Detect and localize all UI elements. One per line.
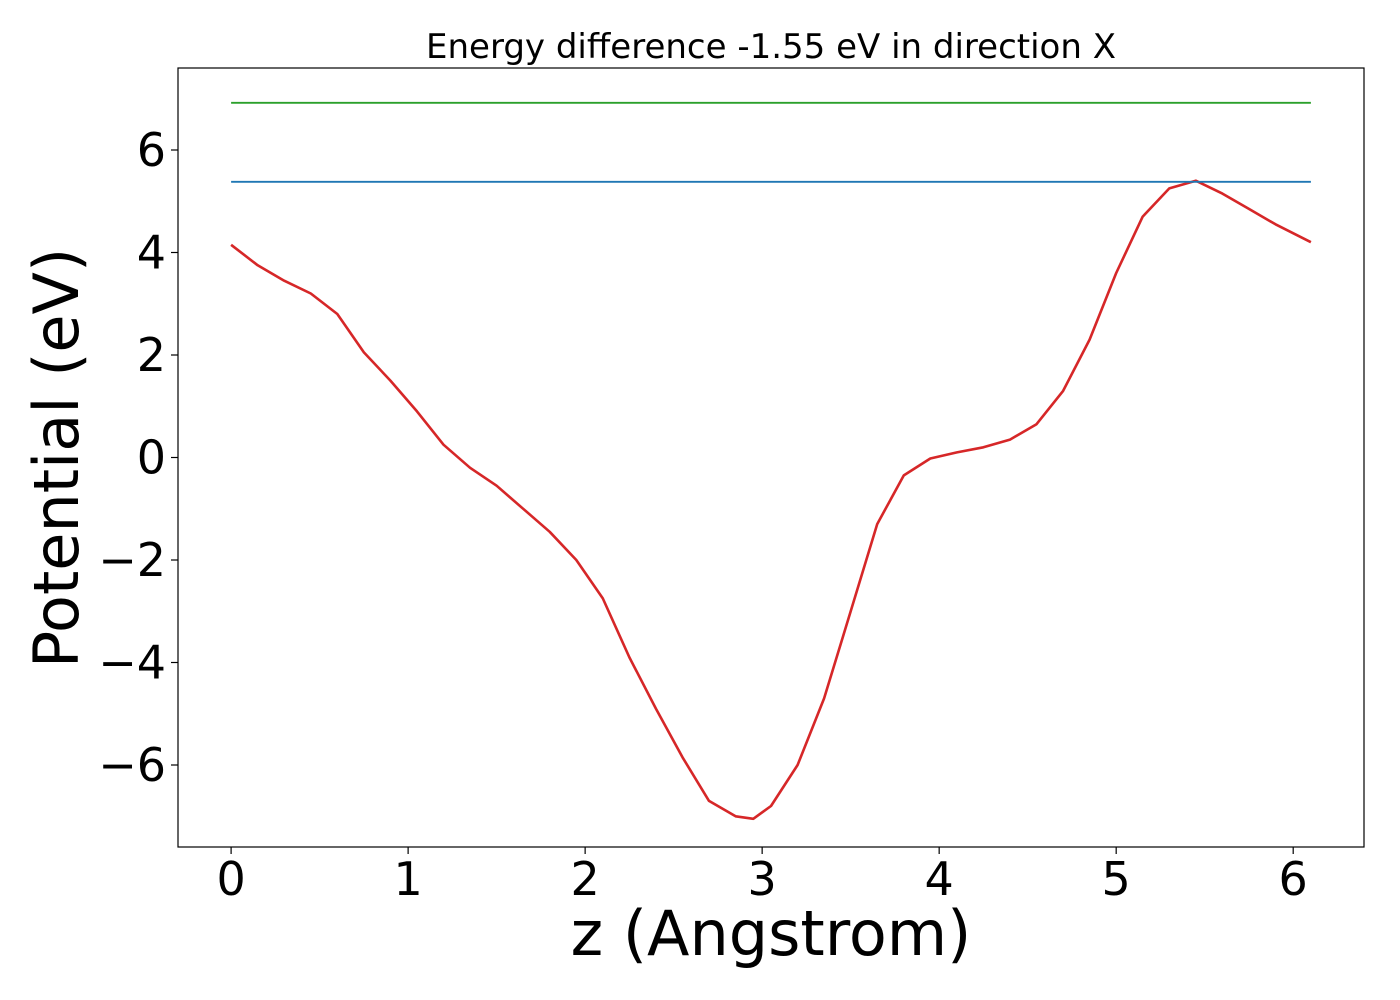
y-tick-label: −4 <box>98 636 166 690</box>
chart-title: Energy difference -1.55 eV in direction … <box>426 27 1116 67</box>
x-tick-label: 0 <box>216 852 245 906</box>
x-tick-label: 1 <box>393 852 422 906</box>
series-layer <box>230 101 1312 821</box>
x-tick-label: 6 <box>1279 852 1308 906</box>
x-tick-label: 2 <box>570 852 599 906</box>
y-tick-label: 6 <box>137 123 166 177</box>
y-axis-label: Potential (eV) <box>20 248 93 668</box>
x-axis-label: z (Angstrom) <box>571 897 972 970</box>
y-tick-label: −2 <box>98 533 166 587</box>
y-tick-label: 4 <box>137 226 166 280</box>
x-tick-label: 3 <box>748 852 777 906</box>
y-axis-ticks: −6 −4 −2 0 2 4 6 <box>98 123 178 792</box>
x-tick-label: 4 <box>925 852 954 906</box>
y-tick-label: 0 <box>137 431 166 485</box>
y-tick-label: 2 <box>137 328 166 382</box>
series-line-0 <box>230 179 1312 821</box>
y-tick-label: −6 <box>98 738 166 792</box>
x-tick-label: 5 <box>1102 852 1131 906</box>
x-axis-ticks: 0 1 2 3 4 5 6 <box>216 847 1308 906</box>
